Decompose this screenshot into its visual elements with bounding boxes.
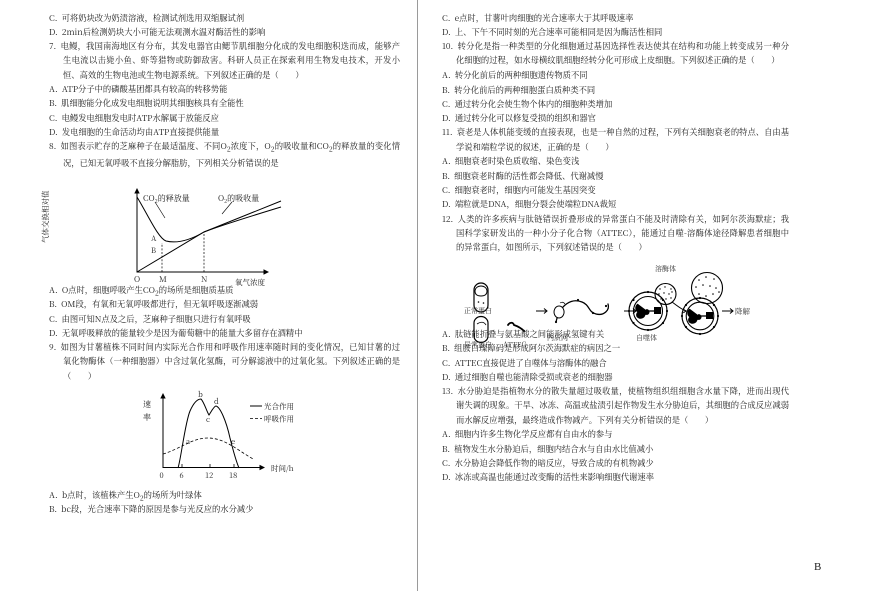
svg-text:降解: 降解 — [735, 306, 750, 317]
svg-text:溶酶体: 溶酶体 — [655, 264, 676, 274]
svg-text:正常蛋白: 正常蛋白 — [464, 306, 492, 316]
